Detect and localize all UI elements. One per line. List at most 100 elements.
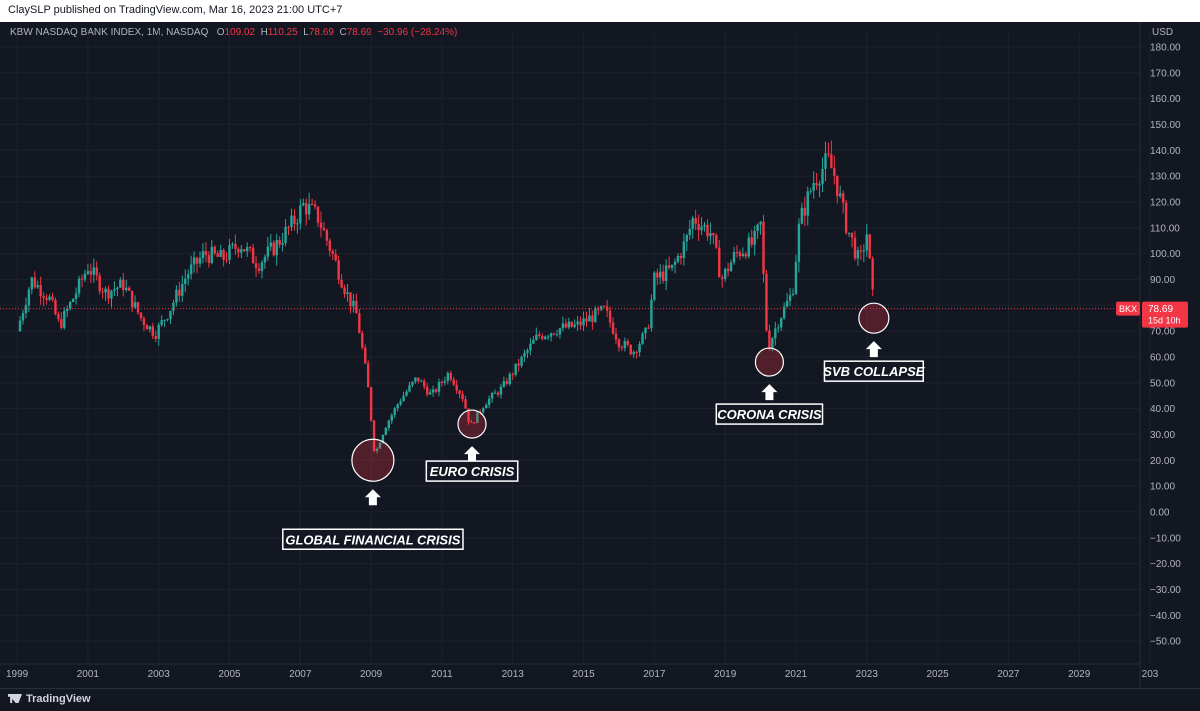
candle-body[interactable]: [768, 330, 771, 350]
candle-body[interactable]: [369, 387, 373, 421]
candle-body[interactable]: [328, 240, 332, 252]
candle-body[interactable]: [785, 300, 789, 307]
candle-body[interactable]: [594, 308, 597, 323]
candle-body[interactable]: [676, 256, 680, 262]
candle-body[interactable]: [287, 226, 290, 228]
candle-body[interactable]: [664, 265, 668, 281]
candle-body[interactable]: [80, 278, 84, 280]
candle-body[interactable]: [573, 324, 576, 327]
candle-body[interactable]: [839, 193, 842, 197]
candle-body[interactable]: [364, 347, 367, 364]
candle-body[interactable]: [824, 153, 827, 169]
candle-body[interactable]: [98, 275, 101, 292]
candle-body[interactable]: [517, 363, 520, 366]
candle-body[interactable]: [125, 287, 128, 291]
candle-body[interactable]: [337, 260, 340, 280]
candle-body[interactable]: [697, 223, 700, 231]
candle-body[interactable]: [375, 448, 379, 452]
candle-body[interactable]: [715, 235, 718, 248]
candle-body[interactable]: [735, 252, 739, 254]
candle-body[interactable]: [821, 168, 824, 185]
candle-body[interactable]: [145, 324, 149, 330]
candle-body[interactable]: [340, 279, 343, 288]
candle-body[interactable]: [352, 300, 355, 307]
candle-body[interactable]: [234, 243, 237, 249]
candle-body[interactable]: [741, 253, 745, 257]
candle-body[interactable]: [653, 272, 656, 300]
candle-body[interactable]: [228, 245, 231, 260]
candle-body[interactable]: [564, 323, 568, 328]
candle-body[interactable]: [794, 261, 798, 294]
candle-body[interactable]: [293, 215, 296, 224]
candle-body[interactable]: [440, 382, 444, 384]
candle-body[interactable]: [865, 234, 868, 251]
candle-body[interactable]: [33, 277, 36, 288]
candle-body[interactable]: [310, 203, 314, 205]
candle-body[interactable]: [602, 306, 606, 308]
candle-body[interactable]: [86, 271, 90, 274]
candle-body[interactable]: [656, 272, 659, 278]
candle-body[interactable]: [833, 168, 836, 176]
candle-body[interactable]: [747, 237, 750, 257]
candle-body[interactable]: [169, 310, 172, 320]
symbol-name[interactable]: KBW NASDAQ BANK INDEX, 1M, NASDAQ: [10, 27, 209, 38]
candle-body[interactable]: [390, 415, 393, 421]
candle-body[interactable]: [868, 234, 871, 259]
candle-body[interactable]: [476, 411, 479, 423]
candle-body[interactable]: [582, 318, 585, 326]
candle-body[interactable]: [709, 232, 712, 237]
candle-body[interactable]: [549, 333, 553, 337]
candle-body[interactable]: [532, 340, 535, 344]
candle-body[interactable]: [414, 377, 417, 382]
candle-body[interactable]: [449, 373, 452, 380]
candle-body[interactable]: [246, 247, 249, 252]
candle-body[interactable]: [738, 252, 742, 257]
candle-body[interactable]: [387, 420, 391, 428]
candle-body[interactable]: [393, 408, 396, 416]
candle-body[interactable]: [157, 324, 160, 339]
candle-body[interactable]: [632, 352, 635, 355]
candle-body[interactable]: [334, 253, 337, 261]
candle-body[interactable]: [361, 332, 364, 348]
candle-body[interactable]: [63, 311, 66, 328]
candle-body[interactable]: [853, 237, 857, 259]
candle-body[interactable]: [682, 241, 686, 258]
candle-body[interactable]: [502, 381, 506, 387]
candle-body[interactable]: [499, 386, 503, 395]
candle-body[interactable]: [204, 251, 208, 255]
candle-body[interactable]: [812, 182, 815, 191]
candle-body[interactable]: [195, 257, 199, 264]
candle-body[interactable]: [95, 267, 98, 276]
candle-body[interactable]: [543, 336, 547, 339]
candle-body[interactable]: [771, 338, 774, 350]
candle-body[interactable]: [585, 318, 588, 322]
candle-body[interactable]: [765, 273, 768, 331]
candle-body[interactable]: [629, 344, 632, 355]
candle-body[interactable]: [535, 334, 538, 341]
candle-body[interactable]: [830, 154, 833, 169]
candle-body[interactable]: [443, 380, 447, 383]
candle-body[interactable]: [588, 315, 591, 322]
candle-body[interactable]: [307, 203, 311, 215]
candle-body[interactable]: [473, 422, 476, 424]
candle-body[interactable]: [266, 246, 270, 257]
candle-body[interactable]: [434, 389, 438, 392]
candle-body[interactable]: [263, 256, 267, 263]
candle-body[interactable]: [346, 292, 349, 294]
candle-body[interactable]: [505, 381, 509, 385]
candle-body[interactable]: [225, 259, 228, 261]
candle-body[interactable]: [216, 253, 219, 257]
candle-body[interactable]: [349, 292, 352, 307]
candle-body[interactable]: [744, 253, 748, 257]
candle-body[interactable]: [45, 297, 48, 300]
candle-body[interactable]: [66, 308, 69, 312]
candle-body[interactable]: [611, 322, 615, 334]
candle-body[interactable]: [661, 271, 665, 281]
candle-body[interactable]: [641, 333, 644, 344]
candle-body[interactable]: [136, 302, 140, 313]
candle-body[interactable]: [237, 248, 240, 253]
candle-body[interactable]: [201, 251, 205, 259]
candle-body[interactable]: [862, 250, 866, 252]
candle-body[interactable]: [331, 251, 334, 254]
candle-body[interactable]: [89, 271, 93, 275]
